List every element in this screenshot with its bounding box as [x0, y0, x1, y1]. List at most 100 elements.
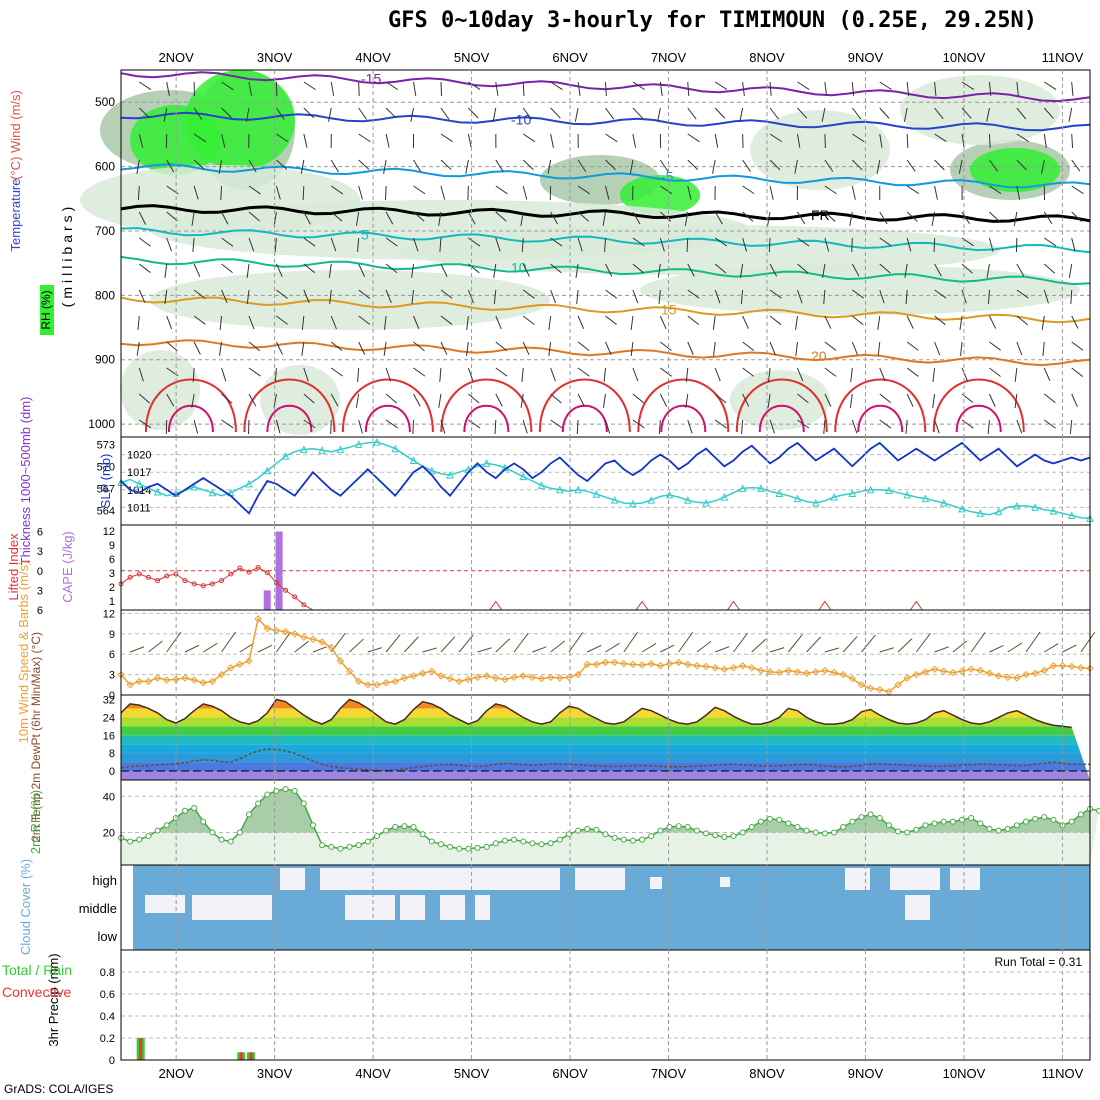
wind-barb	[1043, 419, 1056, 429]
thickness-marker	[153, 487, 162, 496]
wind-barb	[193, 419, 199, 434]
wind-barb	[495, 367, 508, 377]
wind-barb	[851, 237, 853, 253]
wind-barb	[768, 237, 771, 253]
wind-speed-marker	[226, 664, 235, 672]
isotherm-line	[637, 378, 730, 433]
rh-marker	[611, 834, 618, 841]
rh-shading	[260, 365, 340, 435]
wind-barb	[148, 640, 163, 653]
thickness-marker	[574, 485, 582, 494]
lifted-index-marker	[237, 565, 243, 571]
wind-barb	[458, 634, 474, 653]
wind-barb	[1025, 631, 1041, 653]
wind-barb	[1014, 367, 1018, 382]
wind-barb	[989, 159, 999, 172]
wind-barb	[329, 289, 332, 304]
wind-speed-marker	[1004, 673, 1012, 682]
wind-barb	[385, 263, 398, 274]
wind-barb	[522, 341, 530, 355]
rh-marker	[639, 836, 646, 843]
thickness-marker	[208, 488, 217, 497]
x-tick-label-top: 5NOV	[454, 50, 490, 65]
y-tick-label: 1020	[127, 450, 151, 462]
rh-marker	[620, 836, 627, 843]
wind-barb	[604, 237, 606, 253]
wind-barb	[687, 419, 693, 434]
thickness-marker	[939, 498, 948, 507]
rh-marker	[300, 800, 307, 807]
wind-barb	[1041, 159, 1045, 174]
y-tick-label: 3	[37, 585, 43, 597]
wind-barb	[303, 263, 316, 274]
wind-speed-marker	[903, 674, 911, 682]
temp-band	[121, 753, 1090, 763]
wind-barb	[138, 237, 151, 247]
wind-barb	[933, 237, 936, 253]
wind-barb	[769, 419, 775, 434]
wind-barb	[521, 237, 524, 253]
wind-barb	[659, 237, 665, 252]
wind-barb	[824, 237, 830, 252]
wind-speed-marker	[354, 677, 363, 686]
wind-barb	[932, 393, 936, 408]
wind-barb	[193, 315, 206, 325]
y-tick-label: 32	[103, 694, 115, 706]
wind-barb	[687, 159, 699, 171]
wind-barb	[934, 289, 947, 299]
wind-barb	[166, 341, 178, 352]
y-tick-label: 0.4	[100, 1011, 115, 1023]
wind-barb	[605, 133, 618, 143]
wind-barb	[934, 341, 941, 356]
wind-barb	[221, 367, 227, 382]
isotherm-line	[144, 378, 237, 433]
wind-barb	[577, 393, 585, 407]
precip-bar-convective	[139, 1038, 143, 1060]
wind-barb	[495, 638, 511, 653]
isotherm-label: 5	[361, 226, 369, 242]
wind-barb	[714, 211, 723, 225]
wind-barb	[413, 237, 419, 252]
wind-barb	[934, 185, 938, 200]
wind-barb	[797, 393, 809, 404]
rh-marker	[181, 807, 188, 814]
thickness-marker	[720, 493, 729, 501]
wind-barb	[733, 632, 748, 653]
y-tick-label: 40	[103, 791, 115, 803]
y-tick-label: 24	[103, 712, 115, 724]
wind-barb	[404, 636, 419, 653]
wind-barb	[796, 289, 803, 304]
wind-speed-marker	[190, 676, 198, 684]
wind-barb	[851, 159, 863, 171]
wind-barb	[468, 81, 481, 91]
wind-barb	[1044, 643, 1059, 653]
wind-barb	[632, 367, 639, 382]
wind-barb	[548, 341, 552, 356]
rh-marker	[721, 833, 728, 840]
wind-barb	[532, 646, 547, 653]
wind-barb	[330, 341, 343, 352]
rh-marker	[547, 840, 554, 847]
wind-barb	[248, 211, 261, 222]
rh-marker	[319, 842, 326, 849]
wind-barb	[303, 367, 309, 382]
wind-barb	[934, 133, 947, 143]
wind-barb	[961, 211, 970, 225]
wind-barb	[413, 185, 426, 195]
lifted-index-spike	[635, 600, 649, 611]
wind-barb	[852, 315, 864, 326]
wind-barb	[1071, 185, 1084, 195]
wind-speed-marker	[300, 633, 308, 641]
wind-speed-marker	[967, 665, 975, 673]
thickness-marker	[738, 484, 747, 492]
rh-marker	[419, 831, 426, 838]
wind-barb	[1071, 237, 1076, 252]
y-axis-label: Thickness 1000~500mb (dm)	[18, 397, 33, 566]
rh-marker	[337, 845, 344, 852]
y-tick-label: 1017	[127, 467, 151, 479]
wind-barb	[550, 133, 554, 148]
lifted-index-marker	[145, 574, 151, 580]
wind-barb	[715, 646, 730, 653]
wind-barb	[806, 636, 821, 653]
wind-barb	[438, 211, 442, 226]
